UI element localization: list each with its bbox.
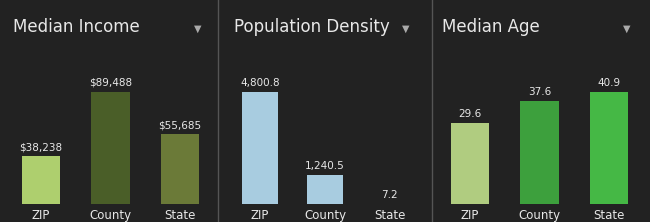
Text: Median Income: Median Income <box>13 18 140 36</box>
Bar <box>242 92 278 204</box>
Text: 37.6: 37.6 <box>528 87 551 97</box>
Text: ▼: ▼ <box>402 23 410 33</box>
Bar <box>521 101 558 204</box>
Text: $55,685: $55,685 <box>159 120 202 130</box>
Bar <box>22 156 60 204</box>
Bar <box>590 92 628 204</box>
Bar <box>307 175 343 204</box>
Bar <box>451 123 489 204</box>
Text: 1,240.5: 1,240.5 <box>305 161 345 171</box>
Text: 7.2: 7.2 <box>382 190 398 200</box>
Text: Median Age: Median Age <box>442 18 540 36</box>
Text: 4,800.8: 4,800.8 <box>240 78 280 88</box>
Bar <box>161 134 199 204</box>
Text: 40.9: 40.9 <box>597 78 621 88</box>
Text: 29.6: 29.6 <box>458 109 482 119</box>
Bar <box>92 92 129 204</box>
Text: ▼: ▼ <box>194 23 202 33</box>
Text: $89,488: $89,488 <box>89 78 132 88</box>
Text: Population Density: Population Density <box>234 18 390 36</box>
Text: ▼: ▼ <box>623 23 630 33</box>
Text: $38,238: $38,238 <box>20 142 62 152</box>
